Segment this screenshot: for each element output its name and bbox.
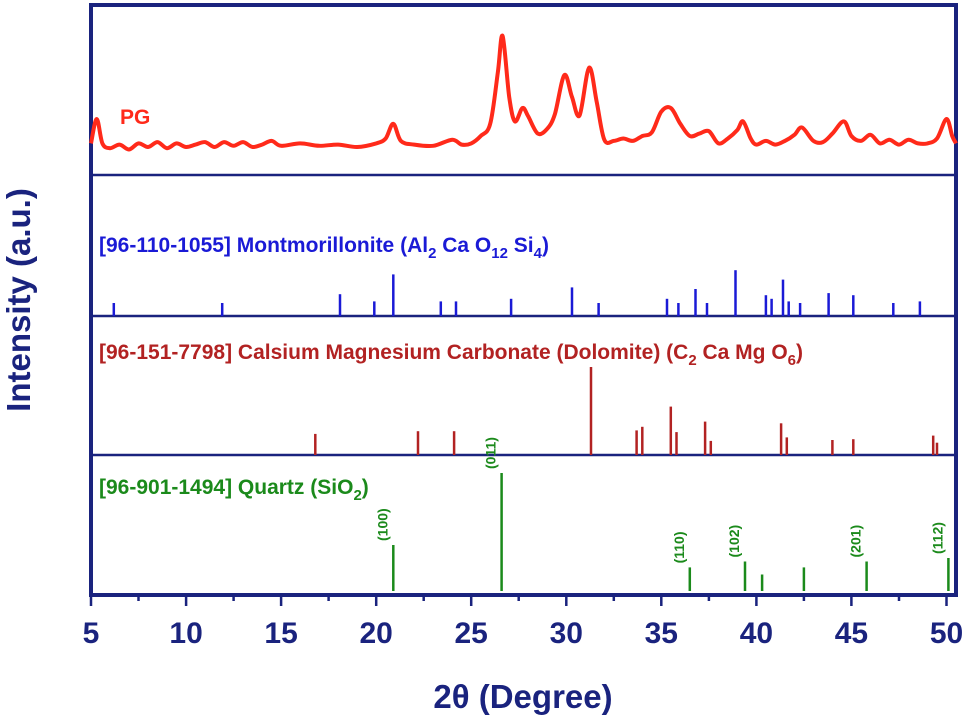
quartz-hkl-label: (110) (671, 531, 687, 563)
dolomite-label-part: [96-151-7798] Calsium Magnesium Carbonat… (99, 341, 688, 364)
x-tick-label: 20 (360, 617, 393, 650)
quartz-panel: [96-901-1494] Quartz (SiO2) (100) (011) (11… (99, 437, 950, 591)
x-tick-label: 15 (264, 617, 297, 650)
quartz-hkl-label: (112) (929, 522, 945, 554)
quartz-label: [96-901-1494] Quartz (SiO2) (99, 476, 369, 504)
panel-backgrounds (89, 3, 958, 597)
dolomite-panel: [96-151-7798] Calsium Magnesium Carbonat… (99, 341, 939, 455)
quartz-hkl-label: (201) (848, 525, 864, 558)
quartz-label-part: ) (362, 476, 369, 499)
plot-frame (89, 3, 958, 597)
montmorillonite-label-part: ) (542, 234, 549, 257)
x-tick-label: 30 (550, 617, 583, 650)
quartz-hkl-label: (102) (726, 525, 742, 558)
pg-line (89, 33, 958, 152)
quartz-label-part: [96-901-1494] Quartz (SiO (99, 476, 353, 499)
montmorillonite-label-part: Si (508, 234, 534, 257)
x-tick-label: 25 (455, 617, 488, 650)
pg-label: PG (120, 106, 150, 129)
x-tick-label: 5 (83, 617, 100, 650)
dolomite-label-part: Ca Mg O (697, 341, 788, 364)
montmorillonite-label-part: 4 (534, 245, 543, 262)
montmorillonite-label-part: 12 (491, 245, 508, 262)
dolomite-label: [96-151-7798] Calsium Magnesium Carbonat… (99, 341, 803, 369)
dolomite-label-part: 2 (688, 352, 696, 369)
montmorillonite-panel: [96-110-1055] Montmorillonite (Al2 Ca O1… (99, 234, 922, 316)
x-tick-label: 35 (645, 617, 678, 650)
montmorillonite-label-part: Ca O (436, 234, 491, 257)
reference-patterns: [96-110-1055] Montmorillonite (Al2 Ca O1… (99, 234, 950, 591)
x-tick-label: 40 (740, 617, 773, 650)
x-axis-title: 2θ (Degree) (433, 678, 612, 715)
dolomite-label-part: ) (796, 341, 803, 364)
y-axis-title: Intensity (a.u.) (0, 188, 37, 412)
x-tick-label: 45 (835, 617, 868, 650)
quartz-hkl-label: (011) (483, 437, 499, 469)
dolomite-label-part: 6 (788, 352, 796, 369)
montmorillonite-label: [96-110-1055] Montmorillonite (Al2 Ca O1… (99, 234, 549, 262)
montmorillonite-label-part: 2 (428, 245, 436, 262)
x-tick-label: 10 (169, 617, 202, 650)
x-tick-label: 50 (930, 617, 963, 650)
pg-pattern: PG (89, 33, 958, 152)
x-axis-ticks: 5 10 15 20 25 30 35 40 45 50 (83, 595, 963, 650)
quartz-hkl-label: (100) (374, 508, 390, 541)
montmorillonite-label-part: [96-110-1055] Montmorillonite (Al (99, 234, 428, 257)
quartz-label-part: 2 (353, 487, 361, 504)
